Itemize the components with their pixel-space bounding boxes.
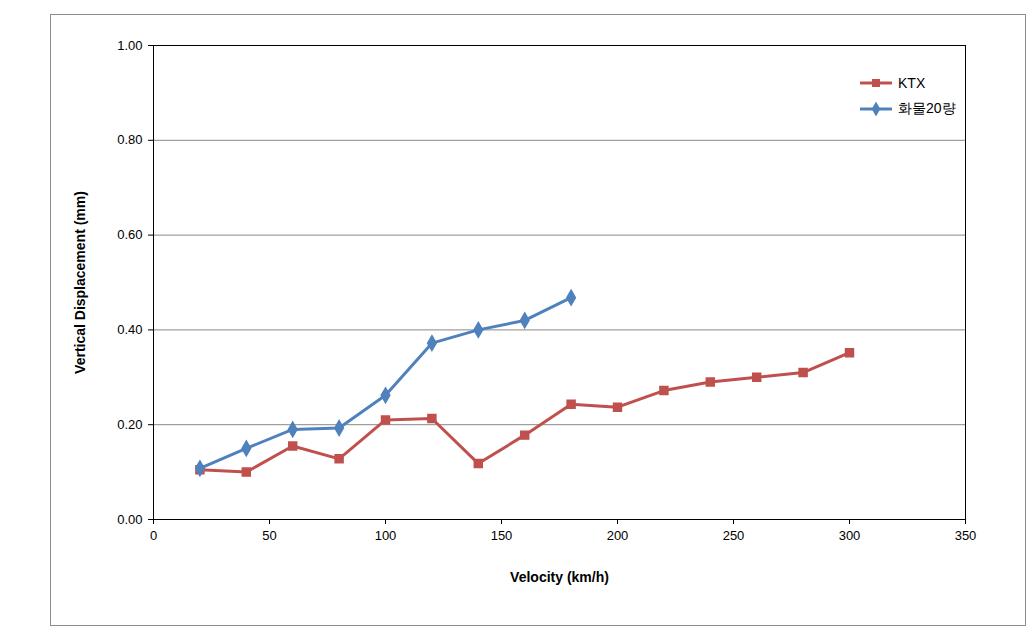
svg-text:0.80: 0.80 xyxy=(117,132,142,147)
svg-text:Vertical Displacement (mm): Vertical Displacement (mm) xyxy=(72,191,88,374)
html-text:KTX: KTX xyxy=(898,75,926,91)
svg-text:0.00: 0.00 xyxy=(117,512,142,527)
svg-text:350: 350 xyxy=(955,528,977,543)
svg-text:150: 150 xyxy=(491,528,513,543)
svg-text:1.00: 1.00 xyxy=(117,38,142,53)
svg-text:50: 50 xyxy=(262,528,276,543)
svg-text:300: 300 xyxy=(839,528,861,543)
svg-text:0: 0 xyxy=(150,528,157,543)
svg-text:0.20: 0.20 xyxy=(117,417,142,432)
svg-text:Velocity (km/h): Velocity (km/h) xyxy=(510,569,609,585)
svg-text:250: 250 xyxy=(723,528,745,543)
svg-text:200: 200 xyxy=(607,528,629,543)
svg-text:0.60: 0.60 xyxy=(117,227,142,242)
html-text:화물20량: 화물20량 xyxy=(898,100,956,116)
svg-text:0.40: 0.40 xyxy=(117,322,142,337)
svg-text:100: 100 xyxy=(375,528,397,543)
